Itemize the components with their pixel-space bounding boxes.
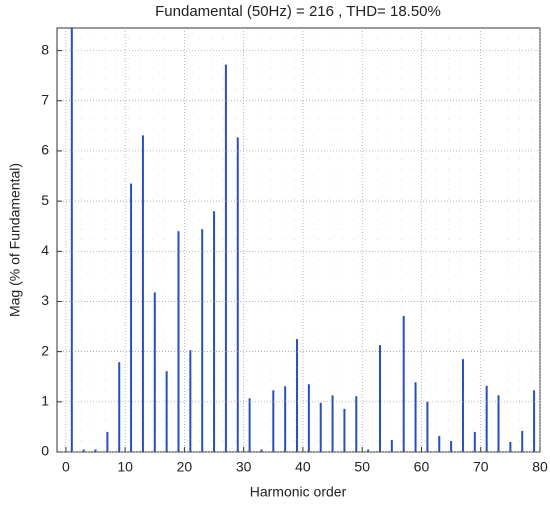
bar — [82, 449, 85, 452]
bar — [106, 431, 109, 452]
bar — [284, 386, 287, 452]
axes-box — [56, 27, 541, 453]
bar — [497, 395, 500, 452]
bar — [319, 402, 322, 452]
bar — [533, 390, 536, 452]
y-tick-label: 0 — [41, 443, 49, 459]
bar — [94, 449, 97, 452]
y-tick-label: 5 — [41, 192, 49, 208]
bar — [296, 339, 299, 452]
y-tick-label: 3 — [41, 292, 49, 308]
bar — [473, 431, 476, 452]
x-tick-label: 20 — [177, 459, 193, 475]
x-tick-label: 80 — [532, 459, 548, 475]
bar — [331, 395, 334, 452]
bar — [390, 439, 393, 452]
bar — [509, 441, 512, 452]
bar — [307, 384, 310, 452]
bar — [248, 398, 251, 452]
bar — [450, 440, 453, 452]
bar — [367, 449, 370, 452]
bar — [224, 64, 227, 452]
bar — [426, 401, 429, 452]
x-tick-label: 10 — [117, 459, 133, 475]
y-tick-label: 8 — [41, 41, 49, 57]
bar — [521, 430, 524, 452]
x-tick-label: 60 — [414, 459, 430, 475]
bar — [414, 382, 417, 452]
bar — [165, 371, 168, 452]
bar — [485, 385, 488, 452]
bar — [130, 183, 133, 452]
minor-grid — [57, 28, 540, 452]
bar — [355, 396, 358, 452]
bar — [378, 345, 381, 452]
plot-area — [70, 28, 536, 452]
y-tick-label: 7 — [41, 91, 49, 107]
bar — [118, 362, 121, 452]
y-axis-label: Mag (% of Fundamental) — [7, 163, 23, 317]
y-tick-label: 4 — [41, 242, 49, 258]
y-tick-label: 2 — [41, 342, 49, 358]
x-tick-label: 50 — [354, 459, 370, 475]
bar — [236, 137, 239, 452]
bar — [189, 350, 192, 452]
x-tick-label: 0 — [62, 459, 70, 475]
x-tick-label: 70 — [473, 459, 489, 475]
bar — [213, 211, 216, 452]
x-tick-label: 30 — [236, 459, 252, 475]
bar — [70, 28, 73, 452]
y-tick-label: 6 — [41, 142, 49, 158]
bar — [402, 316, 405, 452]
x-axis-label: Harmonic order — [250, 484, 347, 500]
bar — [438, 435, 441, 452]
bar — [177, 231, 180, 452]
bar — [260, 449, 263, 452]
bar — [461, 359, 464, 452]
x-tick-label: 40 — [295, 459, 311, 475]
bar — [201, 229, 204, 452]
y-tick-label: 1 — [41, 393, 49, 409]
chart-title: Fundamental (50Hz) = 216 , THD= 18.50% — [155, 3, 441, 20]
bar — [343, 408, 346, 452]
bar — [153, 292, 156, 452]
bar — [141, 135, 144, 452]
bar — [272, 390, 275, 452]
